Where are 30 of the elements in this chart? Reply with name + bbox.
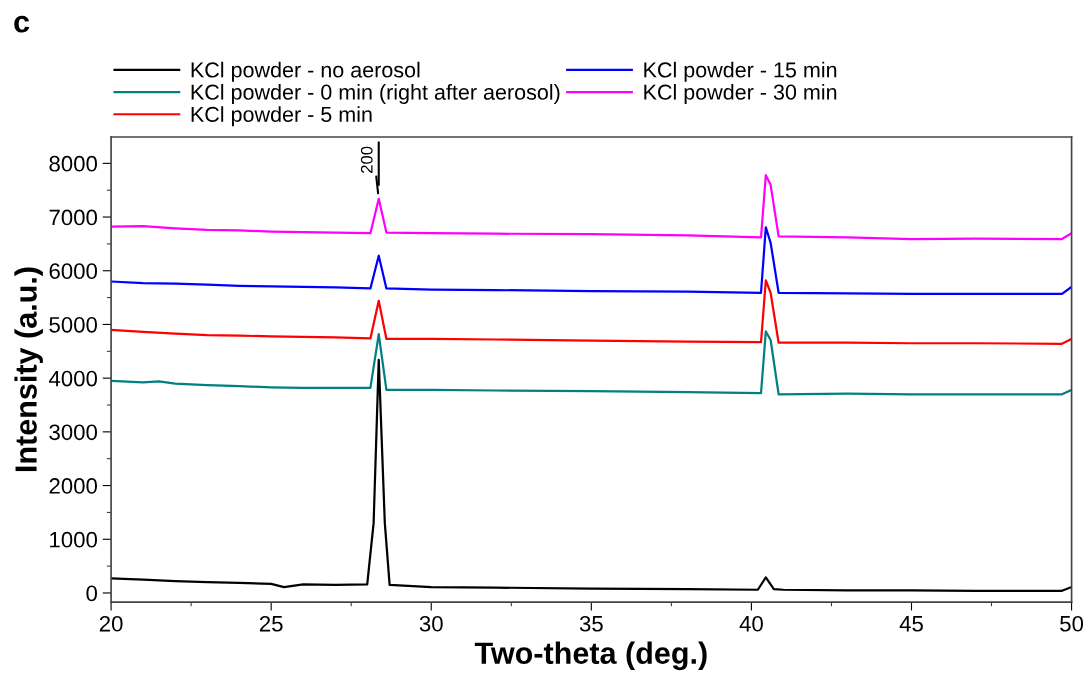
- y-tick-label: 1000: [50, 531, 98, 548]
- x-tick-label: 35: [579, 615, 603, 632]
- x-tick-label: 25: [259, 615, 283, 632]
- legend-label: KCl powder - 30 min: [644, 83, 837, 105]
- legend-label: KCl powder - 15 min: [644, 61, 837, 82]
- y-tick-label: 0: [86, 585, 98, 602]
- line-series: [111, 226, 1072, 295]
- x-axis-title: Two-theta (deg.): [474, 641, 707, 671]
- x-tick-label: 20: [99, 615, 123, 632]
- annotation: 200: [360, 146, 373, 173]
- line-series: [111, 330, 1072, 396]
- x-tick-label: 50: [1060, 615, 1084, 632]
- y-tick-label: 6000: [49, 263, 98, 280]
- y-tick-label: 2000: [49, 478, 98, 494]
- y-tick-label: 5000: [49, 316, 98, 333]
- x-tick-label: 30: [419, 615, 443, 632]
- y-tick-label: 8000: [49, 155, 98, 172]
- line-series: [111, 279, 1072, 345]
- legend-label: KCl powder - 0 min (right after aerosol): [191, 83, 560, 105]
- x-tick-label: 40: [739, 615, 763, 632]
- y-tick-label: 3000: [49, 424, 98, 441]
- text: c: [14, 15, 30, 33]
- y-tick-label: 7000: [49, 209, 98, 226]
- x-tick-label: 45: [899, 616, 923, 632]
- legend-label: KCl powder - no aerosol: [191, 61, 420, 82]
- line-series: [111, 358, 1072, 592]
- legend-label: KCl powder - 5 min: [191, 106, 372, 127]
- line-series: [111, 174, 1072, 241]
- y-tick-label: 4000: [48, 370, 98, 387]
- y-axis-title: Intensity (a.u.): [14, 267, 43, 472]
